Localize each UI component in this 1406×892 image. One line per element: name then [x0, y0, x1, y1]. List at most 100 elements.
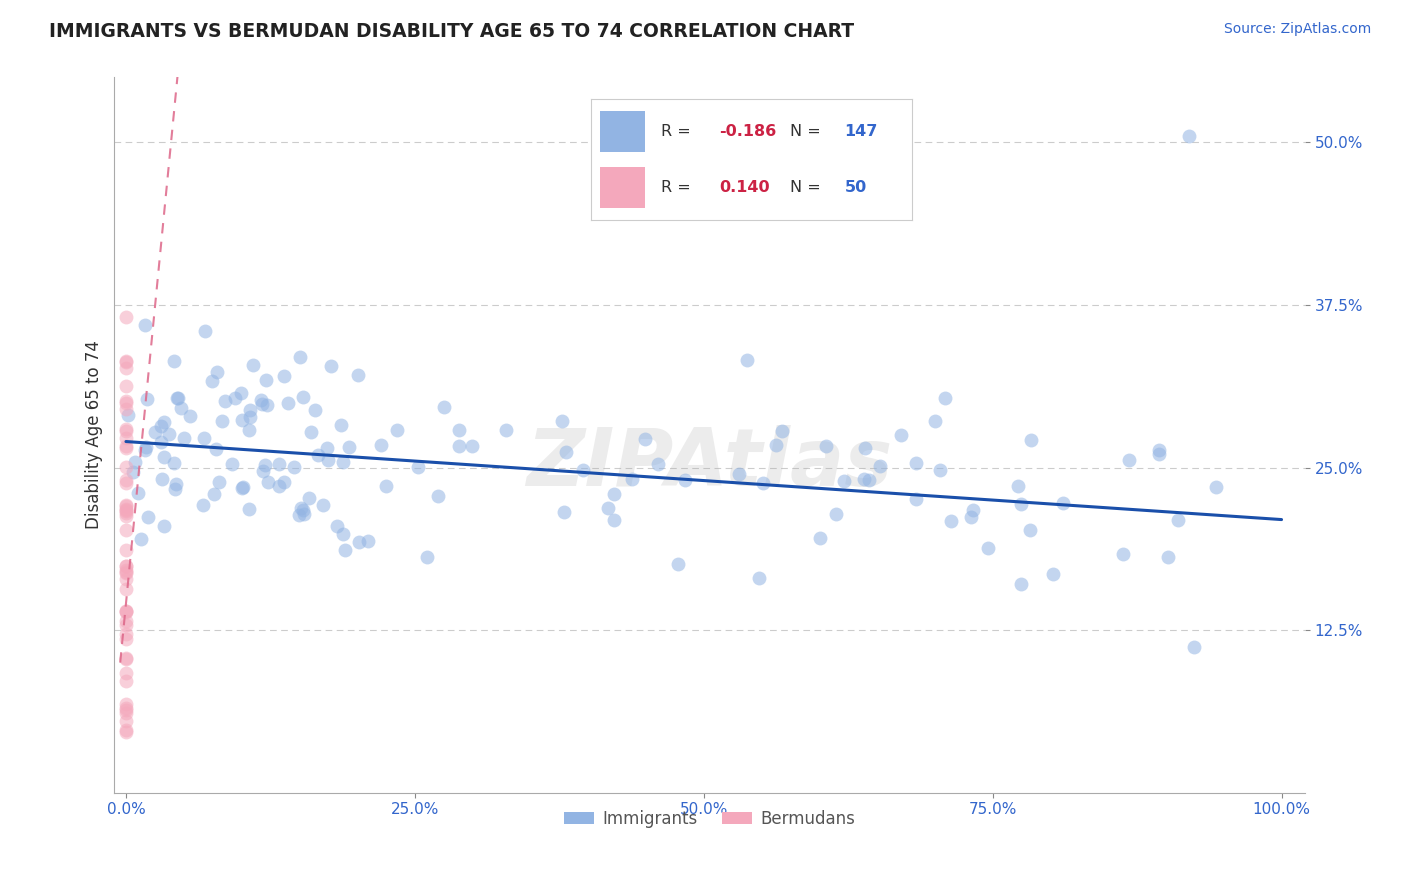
Point	[115, 506, 138, 520]
Point	[858, 473, 880, 487]
Point	[292, 390, 315, 404]
Point	[162, 456, 184, 470]
Point	[869, 458, 891, 473]
Point	[115, 604, 138, 618]
Point	[134, 318, 156, 332]
Point	[1167, 513, 1189, 527]
Point	[555, 444, 578, 458]
Text: Source: ZipAtlas.com: Source: ZipAtlas.com	[1223, 22, 1371, 37]
Point	[122, 465, 145, 479]
Point	[647, 458, 669, 472]
Point	[620, 472, 643, 486]
Point	[273, 368, 295, 383]
Point	[117, 409, 139, 423]
Point	[173, 431, 195, 445]
Point	[1149, 447, 1171, 461]
Point	[205, 365, 228, 379]
Point	[115, 572, 138, 586]
Point	[273, 475, 295, 489]
Point	[385, 423, 408, 437]
Point	[1007, 479, 1029, 493]
Point	[115, 509, 138, 524]
Point	[115, 378, 138, 392]
Point	[115, 459, 138, 474]
Point	[232, 480, 254, 494]
Point	[728, 467, 751, 482]
Point	[292, 503, 315, 517]
Point	[135, 392, 157, 406]
Point	[824, 507, 846, 521]
Point	[748, 570, 770, 584]
Point	[204, 442, 226, 457]
Point	[115, 424, 138, 438]
Point	[211, 414, 233, 428]
Point	[329, 417, 352, 432]
Point	[115, 501, 138, 516]
Point	[115, 605, 138, 619]
Point	[288, 508, 311, 523]
Point	[115, 543, 138, 558]
Point	[134, 442, 156, 457]
Point	[292, 507, 315, 521]
Point	[153, 518, 176, 533]
Point	[415, 550, 437, 565]
Point	[304, 403, 326, 417]
Point	[254, 373, 277, 387]
Point	[267, 458, 290, 472]
Point	[193, 498, 215, 512]
Point	[603, 513, 626, 527]
Point	[288, 350, 311, 364]
Point	[115, 504, 138, 518]
Point	[165, 477, 187, 491]
Point	[115, 523, 138, 537]
Point	[890, 427, 912, 442]
Point	[808, 531, 831, 545]
Point	[315, 442, 337, 456]
Point	[250, 397, 273, 411]
Point	[1149, 443, 1171, 458]
Point	[735, 352, 758, 367]
Point	[202, 486, 225, 500]
Point	[1010, 577, 1032, 591]
Point	[1156, 550, 1178, 565]
Point	[832, 475, 855, 489]
Point	[256, 398, 278, 412]
Point	[290, 501, 312, 516]
Point	[960, 510, 983, 524]
Point	[115, 627, 138, 641]
Point	[157, 427, 180, 442]
Point	[163, 353, 186, 368]
Point	[229, 385, 252, 400]
Point	[115, 393, 138, 408]
Point	[115, 703, 138, 717]
Point	[1112, 547, 1135, 561]
Point	[135, 440, 157, 454]
Point	[337, 440, 360, 454]
Point	[1178, 128, 1201, 143]
Point	[426, 489, 449, 503]
Point	[675, 473, 697, 487]
Point	[347, 368, 370, 382]
Point	[495, 423, 517, 437]
Point	[572, 463, 595, 477]
Point	[277, 395, 299, 409]
Point	[752, 476, 775, 491]
Point	[374, 479, 396, 493]
Point	[200, 374, 222, 388]
Point	[905, 456, 928, 470]
Point	[115, 354, 138, 368]
Point	[166, 391, 188, 405]
Point	[332, 455, 354, 469]
Point	[150, 472, 173, 486]
Point	[115, 473, 138, 487]
Point	[115, 701, 138, 715]
Point	[224, 392, 246, 406]
Point	[814, 439, 837, 453]
Point	[941, 514, 963, 528]
Point	[852, 472, 875, 486]
Point	[1052, 496, 1074, 510]
Point	[283, 460, 305, 475]
Point	[115, 431, 138, 445]
Point	[167, 392, 190, 406]
Point	[115, 603, 138, 617]
